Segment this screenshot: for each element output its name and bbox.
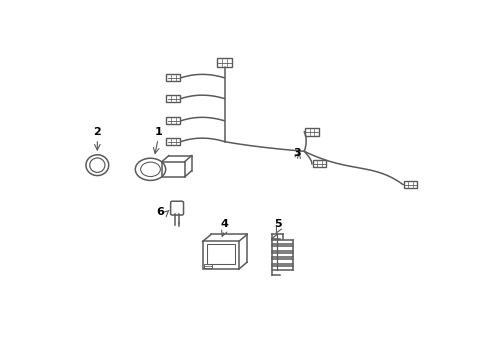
Bar	[203, 242, 239, 269]
Bar	[313, 160, 326, 167]
Text: 4: 4	[220, 219, 228, 229]
Bar	[167, 95, 180, 102]
Text: 2: 2	[94, 127, 101, 138]
Text: 5: 5	[274, 219, 282, 229]
Text: 1: 1	[154, 127, 162, 138]
Bar	[167, 138, 180, 145]
Bar	[404, 181, 417, 188]
Bar	[167, 74, 180, 81]
Text: 3: 3	[293, 148, 300, 158]
Text: 6: 6	[156, 207, 164, 217]
Bar	[206, 244, 235, 264]
Bar	[217, 58, 232, 67]
Bar	[305, 128, 318, 135]
Bar	[204, 264, 212, 268]
Bar	[167, 117, 180, 125]
